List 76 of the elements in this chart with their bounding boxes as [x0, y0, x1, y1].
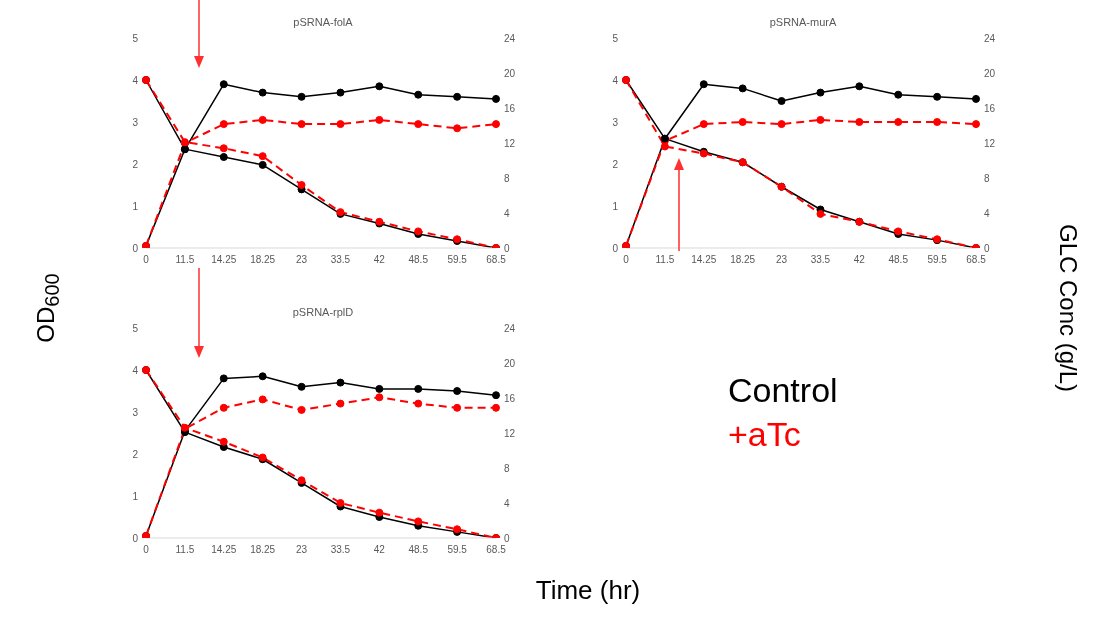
x-tick-label: 23	[295, 254, 308, 266]
y-tick-label: 2	[132, 448, 139, 460]
x-tick-label: 0	[143, 254, 150, 266]
x-tick-label: 11.5	[175, 254, 195, 266]
y-tick-label: 5	[132, 322, 139, 334]
x-tick-label: 23	[775, 254, 788, 266]
y-tick-label: 3	[132, 116, 139, 128]
y-tick-label: 2	[612, 158, 619, 170]
y2-tick-label: 12	[504, 137, 516, 149]
y2-tick-label: 8	[504, 462, 510, 474]
y2-tick-label: 8	[984, 172, 990, 184]
y-tick-label: 4	[132, 364, 139, 376]
x-tick-label: 14.25	[691, 254, 717, 266]
x-tick-label: 0	[143, 544, 150, 556]
y-tick-label: 1	[132, 490, 139, 502]
chart-title: pSRNA-rplD	[291, 306, 355, 318]
y2-tick-label: 20	[504, 357, 516, 369]
x-tick-label: 11.5	[175, 544, 195, 556]
y2-tick-label: 0	[504, 242, 510, 254]
y2-tick-label: 24	[504, 32, 516, 44]
x-tick-label: 18.25	[250, 254, 276, 266]
y-tick-label: 5	[132, 32, 139, 44]
x-tick-label: 59.5	[447, 254, 468, 266]
x-tick-label: 42	[853, 254, 866, 266]
y2-tick-label: 4	[984, 207, 990, 219]
x-tick-label: 68.5	[966, 254, 987, 266]
x-axis-title: Time (hr)	[535, 574, 641, 606]
x-tick-label: 18.25	[730, 254, 756, 266]
x-tick-label: 33.5	[330, 544, 351, 556]
x-tick-label: 33.5	[810, 254, 831, 266]
x-tick-label: 14.25	[211, 544, 237, 556]
y-tick-label: 1	[612, 200, 619, 212]
y-tick-label: 4	[612, 74, 619, 86]
x-tick-label: 18.25	[250, 544, 276, 556]
y-tick-label: 5	[612, 32, 619, 44]
y-tick-label: 0	[612, 242, 619, 254]
y2-tick-label: 16	[504, 102, 516, 114]
y-tick-label: 3	[612, 116, 619, 128]
y-tick-label: 2	[132, 158, 139, 170]
y2-axis-title: GLC Conc (g/L)	[1054, 223, 1082, 393]
x-tick-label: 0	[623, 254, 630, 266]
y-tick-label: 4	[132, 74, 139, 86]
y-tick-label: 0	[132, 242, 139, 254]
y2-tick-label: 20	[504, 67, 516, 79]
chart-title: pSRNA-folA	[292, 16, 354, 28]
y-tick-label: 3	[132, 406, 139, 418]
chart-title: pSRNA-murA	[768, 16, 838, 28]
y2-tick-label: 0	[984, 242, 990, 254]
y2-tick-label: 16	[984, 102, 996, 114]
x-tick-label: 59.5	[447, 544, 468, 556]
x-tick-label: 33.5	[330, 254, 351, 266]
y2-tick-label: 0	[504, 532, 510, 544]
y-tick-label: 0	[132, 532, 139, 544]
y2-tick-label: 8	[504, 172, 510, 184]
x-tick-label: 48.5	[888, 254, 909, 266]
x-tick-label: 23	[295, 544, 308, 556]
y2-tick-label: 12	[504, 427, 516, 439]
x-tick-label: 68.5	[486, 544, 507, 556]
x-tick-label: 42	[373, 254, 386, 266]
y2-tick-label: 4	[504, 497, 510, 509]
x-tick-label: 11.5	[655, 254, 675, 266]
y2-tick-label: 16	[504, 392, 516, 404]
x-tick-label: 48.5	[408, 544, 429, 556]
x-tick-label: 48.5	[408, 254, 429, 266]
y-tick-label: 1	[132, 200, 139, 212]
text: +aTc	[728, 414, 802, 455]
x-tick-label: 42	[373, 544, 386, 556]
x-tick-label: 59.5	[927, 254, 948, 266]
text: Control	[728, 370, 838, 411]
y2-tick-label: 12	[984, 137, 996, 149]
y2-tick-label: 20	[984, 67, 996, 79]
y2-tick-label: 4	[504, 207, 510, 219]
x-tick-label: 14.25	[211, 254, 237, 266]
x-tick-label: 68.5	[486, 254, 507, 266]
y2-tick-label: 24	[984, 32, 996, 44]
y2-tick-label: 24	[504, 322, 516, 334]
